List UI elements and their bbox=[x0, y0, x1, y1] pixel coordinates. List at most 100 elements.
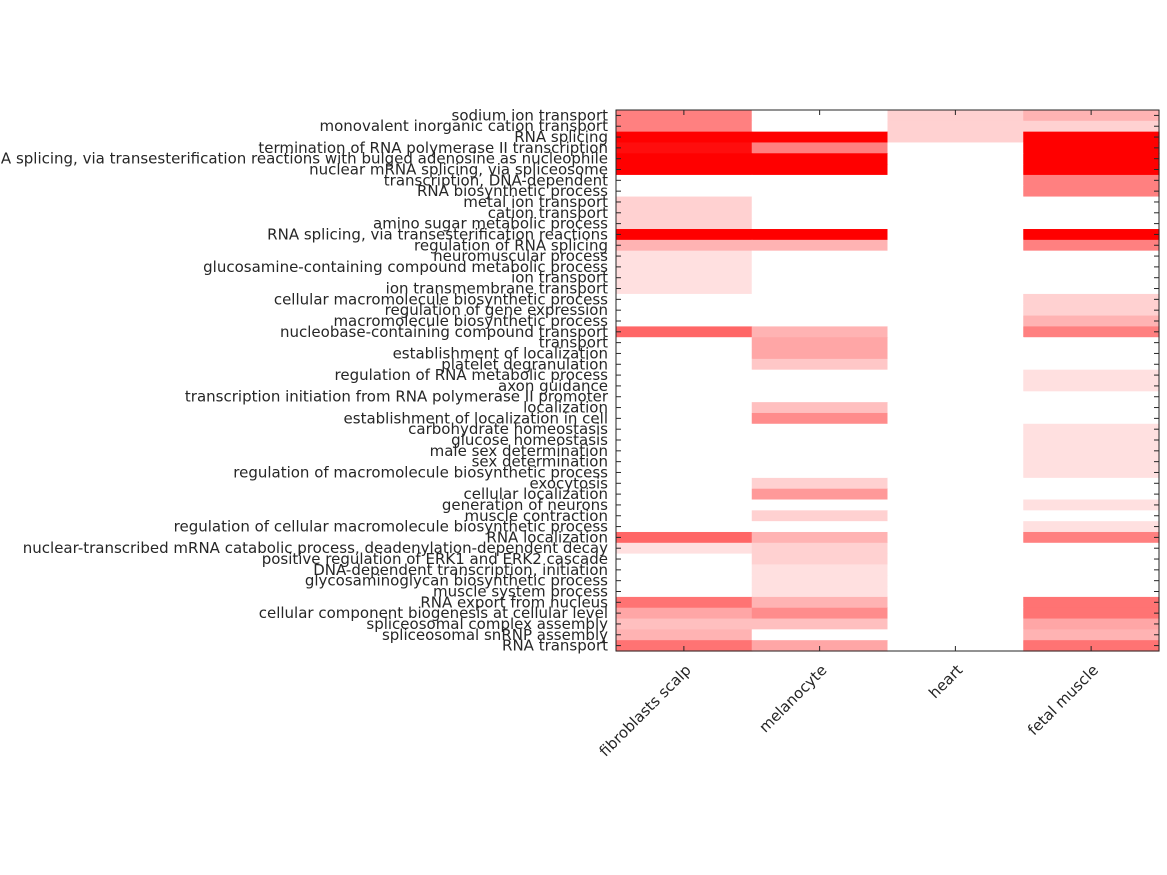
row-label: spliceosomal complex assembly bbox=[366, 615, 608, 633]
heatmap-cell bbox=[751, 467, 889, 479]
row-label: muscle system process bbox=[433, 582, 608, 600]
heatmap-cell bbox=[751, 412, 889, 425]
heatmap-cell bbox=[1023, 315, 1160, 327]
heatmap-cell bbox=[751, 575, 889, 587]
heatmap-cell bbox=[1023, 239, 1160, 252]
heatmap-cell bbox=[1023, 618, 1160, 630]
heatmap-cell bbox=[616, 553, 753, 566]
plot-frame bbox=[615, 109, 1160, 652]
heatmap-cell bbox=[887, 326, 1024, 338]
heatmap-cell bbox=[616, 434, 753, 447]
row-label: RNA splicing, via transesterification re… bbox=[0, 150, 608, 168]
heatmap-cell bbox=[1023, 272, 1160, 284]
heatmap-cell bbox=[1023, 640, 1160, 652]
heatmap-cell bbox=[616, 521, 753, 533]
heatmap-cell bbox=[887, 618, 1024, 630]
heatmap-cell bbox=[751, 477, 889, 490]
heatmap-cell bbox=[887, 196, 1024, 208]
heatmap-cell bbox=[616, 423, 753, 436]
heatmap-cell bbox=[1023, 564, 1160, 576]
heatmap-cell bbox=[751, 640, 889, 652]
heatmap-cell bbox=[751, 326, 889, 338]
heatmap-cell bbox=[751, 120, 889, 133]
heatmap-cell bbox=[887, 142, 1024, 154]
heatmap-cell bbox=[1023, 153, 1160, 165]
row-label: transcription, DNA-dependent bbox=[384, 171, 608, 189]
heatmap-cell bbox=[616, 261, 753, 273]
heatmap-cell bbox=[887, 402, 1024, 414]
heatmap-cell bbox=[887, 293, 1024, 306]
heatmap-cell bbox=[1023, 261, 1160, 273]
heatmap-cell bbox=[751, 131, 889, 144]
row-label: localization bbox=[523, 399, 608, 417]
heatmap-cell bbox=[887, 315, 1024, 327]
heatmap-cell bbox=[616, 607, 753, 620]
row-label: ion transport bbox=[511, 269, 608, 287]
row-label: regulation of macromolecule biosynthetic… bbox=[233, 463, 608, 481]
heatmap-cell bbox=[1023, 293, 1160, 306]
row-label: glycosaminoglycan biosynthetic process bbox=[305, 572, 608, 590]
heatmap-cell bbox=[616, 488, 753, 501]
row-label: metal ion transport bbox=[463, 193, 608, 211]
heatmap-cell bbox=[751, 402, 889, 414]
heatmap-cell bbox=[751, 239, 889, 252]
heatmap-cell bbox=[616, 640, 753, 652]
heatmap-cell bbox=[751, 542, 889, 555]
heatmap-cell bbox=[1023, 337, 1160, 349]
row-label: monovalent inorganic cation transport bbox=[319, 117, 608, 135]
heatmap-cell bbox=[887, 596, 1024, 609]
heatmap-cell bbox=[751, 218, 889, 230]
heatmap-cell bbox=[1023, 185, 1160, 198]
heatmap-cell bbox=[751, 358, 889, 371]
heatmap-cell bbox=[751, 445, 889, 457]
heatmap-cell bbox=[751, 283, 889, 295]
heatmap-cell bbox=[751, 250, 889, 263]
row-label: RNA localization bbox=[486, 528, 608, 546]
heatmap-cell bbox=[751, 142, 889, 154]
heatmap-cell bbox=[1023, 391, 1160, 403]
heatmap-cell bbox=[751, 315, 889, 327]
row-label: spliceosomal snRNP assembly bbox=[382, 626, 608, 644]
heatmap-cell bbox=[887, 110, 1024, 122]
heatmap-cell bbox=[1023, 521, 1160, 533]
row-label: generation of neurons bbox=[442, 496, 608, 514]
heatmap-cell bbox=[1023, 629, 1160, 641]
heatmap-cell bbox=[616, 293, 753, 306]
heatmap-cell bbox=[616, 380, 753, 392]
heatmap-cell bbox=[751, 607, 889, 620]
heatmap-cell bbox=[1023, 326, 1160, 338]
heatmap-cell bbox=[887, 553, 1024, 566]
heatmap-cell bbox=[751, 272, 889, 284]
heatmap-cell bbox=[751, 618, 889, 630]
heatmap-cell bbox=[616, 564, 753, 576]
heatmap-cell bbox=[1023, 250, 1160, 263]
heatmap-cell bbox=[1023, 412, 1160, 425]
heatmap-cell bbox=[1023, 531, 1160, 544]
heatmap-cell bbox=[616, 445, 753, 457]
heatmap-cell bbox=[751, 391, 889, 403]
heatmap-cell bbox=[616, 358, 753, 371]
row-label: RNA splicing bbox=[514, 128, 608, 146]
column-labels: fibroblasts scalp melanocyte heart fetal mu… bbox=[596, 661, 1102, 760]
heatmap-cell bbox=[1023, 456, 1160, 468]
heatmap-cell bbox=[887, 239, 1024, 252]
heatmap-cell bbox=[887, 380, 1024, 392]
heatmap-cell bbox=[887, 488, 1024, 501]
heatmap-cell bbox=[751, 510, 889, 522]
heatmap-cell bbox=[887, 207, 1024, 219]
heatmap-cell bbox=[887, 510, 1024, 522]
row-label: DNA-dependent transcription, initiation bbox=[313, 561, 608, 579]
row-label: cation transport bbox=[488, 204, 608, 222]
heatmap-cell bbox=[616, 131, 753, 144]
row-label: RNA splicing, via transesterification re… bbox=[267, 225, 608, 243]
heatmap-cell bbox=[887, 629, 1024, 641]
row-label: positive regulation of ERK1 and ERK2 cas… bbox=[262, 550, 608, 568]
heatmap-cell bbox=[1023, 553, 1160, 566]
heatmap-cell bbox=[616, 229, 753, 241]
heatmap-cell bbox=[1023, 510, 1160, 522]
heatmap-cell bbox=[616, 272, 753, 284]
heatmap-cell bbox=[751, 196, 889, 208]
heatmap-cell bbox=[1023, 596, 1160, 609]
row-label: muscle contraction bbox=[465, 507, 609, 525]
